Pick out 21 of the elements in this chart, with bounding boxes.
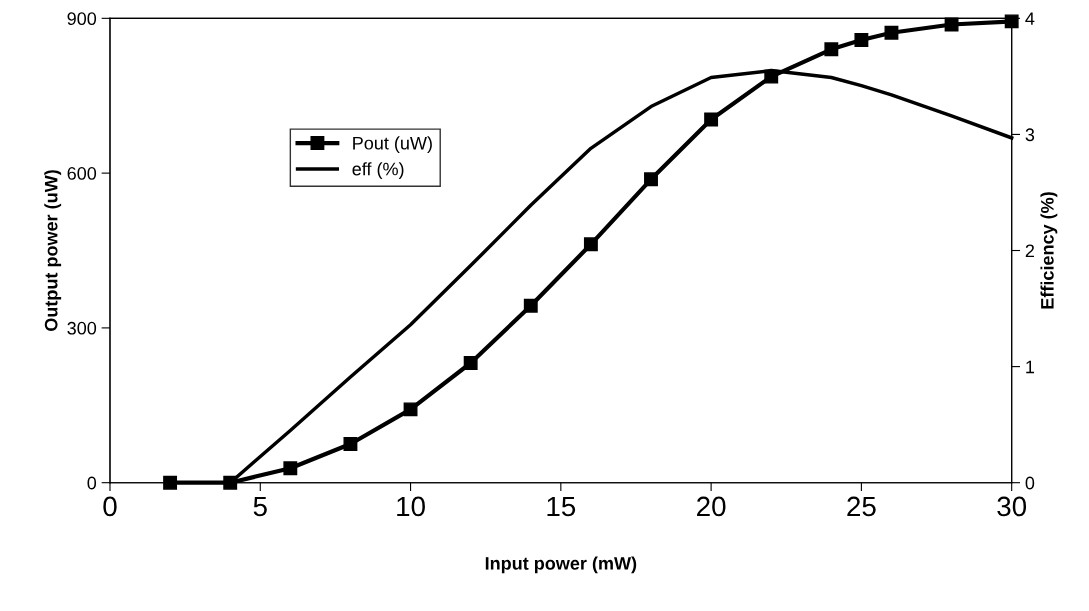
x-tick-label: 30 <box>997 496 1027 517</box>
x-tick-label: 20 <box>697 496 726 517</box>
y2-tick-label: 3 <box>1025 128 1035 142</box>
y-tick-label: 300 <box>67 321 97 335</box>
y-tick-label: 0 <box>87 476 97 490</box>
y-axis-title: Output power (uW) <box>44 170 62 331</box>
x-tick-label: 10 <box>397 496 425 517</box>
legend-label: eff (%) <box>352 162 404 179</box>
y2-tick-label: 0 <box>1025 476 1035 490</box>
y2-axis-title: Efficiency (%) <box>1040 192 1058 309</box>
x-tick-label: 0 <box>103 496 117 517</box>
x-tick-label: 15 <box>547 496 576 517</box>
legend-label: Pout (uW) <box>353 136 432 154</box>
y-tick-label: 900 <box>67 12 97 26</box>
y2-tick-label: 4 <box>1025 12 1035 25</box>
x-tick-label: 5 <box>253 496 267 517</box>
x-tick-label: 25 <box>847 496 876 517</box>
x-axis-title: Input power (mW) <box>485 556 637 574</box>
y2-tick-label: 1 <box>1026 360 1035 374</box>
y-tick-label: 600 <box>67 167 97 180</box>
y2-tick-label: 2 <box>1025 244 1035 258</box>
